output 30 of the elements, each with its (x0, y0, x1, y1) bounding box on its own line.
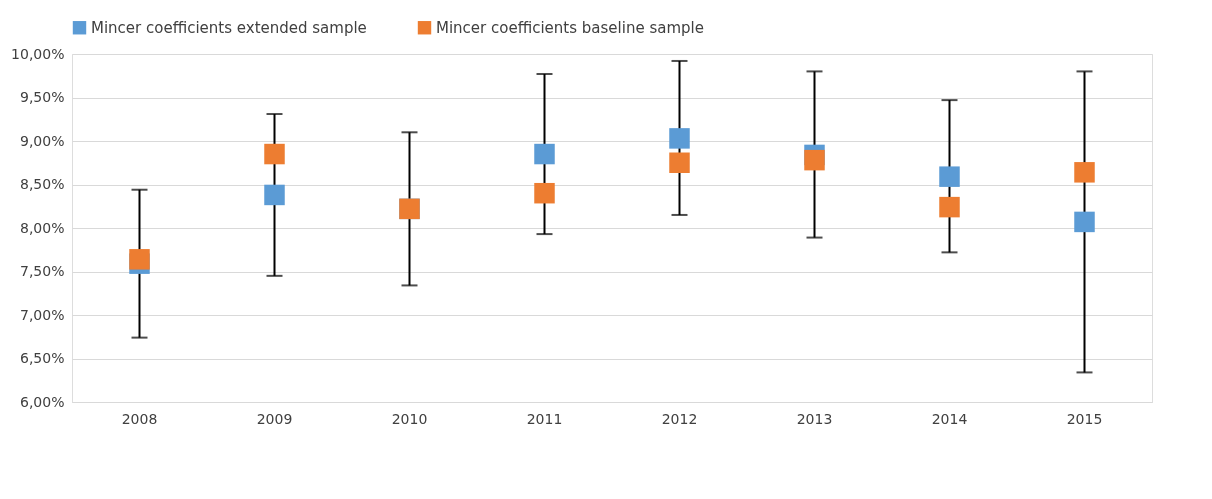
point (669, 128, 690, 149)
legend-label: Mincer coefficients extended sample (91, 18, 367, 37)
point (939, 166, 960, 187)
point (264, 143, 285, 165)
y-tick-label: 10,00% (11, 45, 65, 62)
legend-label: Mincer coefficients baseline sample (436, 18, 704, 37)
y-tick-label: 7,50% (20, 263, 65, 279)
point (939, 196, 960, 218)
point (1074, 211, 1095, 233)
y-tick-label: 8,50% (20, 176, 65, 192)
point (1074, 162, 1095, 183)
y-tick-label: 6,50% (20, 350, 65, 366)
y-tick-label: 9,00% (20, 132, 65, 149)
x-tick-label: 2011 (526, 410, 563, 427)
point (534, 143, 555, 165)
point (804, 149, 825, 171)
x-tick-label: 2013 (796, 410, 833, 427)
y-tick-label: 6,00% (20, 393, 65, 410)
point (669, 152, 690, 173)
x-tick-label: 2015 (1066, 410, 1103, 427)
point (534, 182, 555, 204)
point (264, 184, 285, 206)
y-tick-label: 9,50% (20, 89, 65, 105)
x-tick-label: 2010 (391, 410, 428, 427)
x-tick-label: 2008 (121, 410, 158, 427)
x-tick-label: 2009 (256, 410, 293, 427)
x-tick-label: 2012 (661, 410, 698, 427)
y-tick-label: 7,00% (20, 306, 65, 323)
x-tick-label: 2014 (931, 410, 968, 427)
y-tick-label: 8,00% (20, 219, 65, 236)
